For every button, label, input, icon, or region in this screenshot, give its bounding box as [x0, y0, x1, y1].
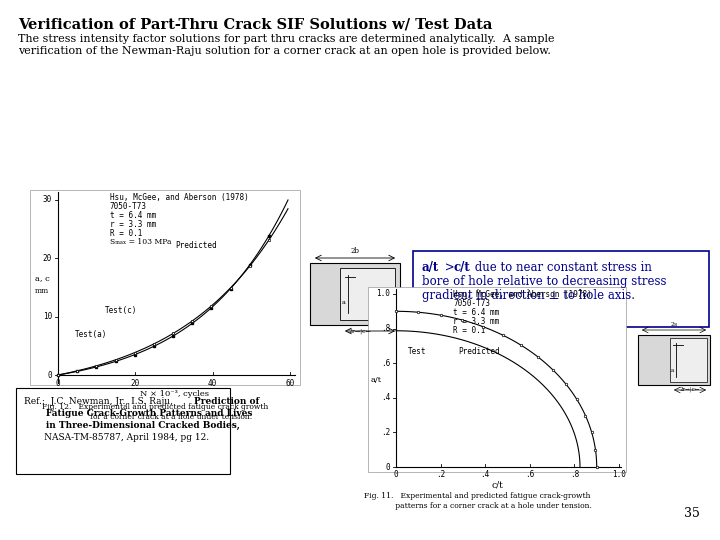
Text: for a corner crack at a hole under tension.: for a corner crack at a hole under tensi…	[58, 413, 253, 421]
Text: a: a	[670, 368, 674, 373]
Text: Predicted: Predicted	[458, 347, 500, 356]
Text: 2r→|c←: 2r→|c←	[348, 328, 372, 334]
Text: c/t: c/t	[491, 480, 503, 489]
Text: >: >	[441, 261, 459, 274]
Text: in Three-Dimensional Cracked Bodies,: in Three-Dimensional Cracked Bodies,	[24, 421, 240, 430]
Text: 2r→|c←: 2r→|c←	[680, 387, 700, 393]
Text: Fig. 11.   Experimental and predicted fatigue crack-growth: Fig. 11. Experimental and predicted fati…	[364, 492, 590, 500]
Text: 1.0: 1.0	[612, 470, 626, 479]
Text: 35: 35	[684, 507, 700, 520]
Text: patterns for a corner crack at a hole under tension.: patterns for a corner crack at a hole un…	[362, 502, 592, 510]
Text: 2s: 2s	[670, 322, 678, 327]
Text: 10: 10	[42, 312, 52, 321]
Text: 0: 0	[394, 470, 398, 479]
Text: 7050-T73: 7050-T73	[453, 299, 490, 308]
Bar	[670, 338, 707, 382]
Bar	[638, 335, 710, 385]
Text: Test(a): Test(a)	[75, 330, 107, 340]
Text: bore of hole relative to decreasing stress: bore of hole relative to decreasing stre…	[422, 275, 667, 288]
Text: 0: 0	[48, 370, 52, 380]
Text: R = 0.1: R = 0.1	[110, 229, 143, 238]
Text: 30: 30	[42, 195, 52, 205]
Text: 60: 60	[285, 379, 294, 388]
Text: Fig. 12.   Experimental and predicted fatigue crack growth: Fig. 12. Experimental and predicted fati…	[42, 403, 268, 411]
Text: .4: .4	[480, 470, 490, 479]
Bar	[310, 263, 400, 325]
Text: a: a	[342, 300, 346, 306]
Bar	[30, 190, 300, 385]
Bar	[340, 268, 395, 320]
Text: a, c: a, c	[35, 274, 50, 282]
Text: .6: .6	[381, 359, 390, 368]
Text: 1.0: 1.0	[376, 289, 390, 299]
Text: a/t: a/t	[422, 261, 439, 274]
FancyBboxPatch shape	[413, 251, 709, 327]
Text: r = 3.3 mm: r = 3.3 mm	[453, 317, 499, 326]
Text: The stress intensity factor solutions for part thru cracks are determined analyt: The stress intensity factor solutions fo…	[18, 34, 554, 44]
Text: Predicted: Predicted	[175, 240, 217, 249]
Text: t = 6.4 mm: t = 6.4 mm	[453, 308, 499, 317]
Text: Hsu, McGee, and Aberson (1978): Hsu, McGee, and Aberson (1978)	[110, 193, 248, 202]
Text: Prediction of: Prediction of	[194, 397, 259, 406]
Text: 20: 20	[131, 379, 140, 388]
Text: Test(c): Test(c)	[105, 306, 138, 314]
Text: .2: .2	[436, 470, 445, 479]
Text: a/t: a/t	[371, 376, 382, 384]
Text: .6: .6	[525, 470, 534, 479]
Text: Ref.:  J.C. Newman, Jr., I.S. Raju,: Ref.: J.C. Newman, Jr., I.S. Raju,	[24, 397, 176, 406]
Text: 7050-T73: 7050-T73	[110, 202, 147, 211]
Text: 40: 40	[208, 379, 217, 388]
Text: c/t: c/t	[453, 261, 469, 274]
FancyBboxPatch shape	[16, 388, 230, 474]
Text: t = 6.4 mm: t = 6.4 mm	[110, 211, 156, 220]
Text: Test: Test	[408, 347, 426, 356]
Text: gradient in direction ⊥ to hole axis.: gradient in direction ⊥ to hole axis.	[422, 289, 635, 302]
Text: Hsu, McGee, and Aberson (1978): Hsu, McGee, and Aberson (1978)	[453, 290, 592, 299]
Text: Verification of Part-Thru Crack SIF Solutions w/ Test Data: Verification of Part-Thru Crack SIF Solu…	[18, 17, 492, 31]
Text: .4: .4	[381, 393, 390, 402]
Text: r = 3.3 mm: r = 3.3 mm	[110, 220, 156, 229]
Text: .8: .8	[570, 470, 579, 479]
Text: Sₘₐₓ = 103 MPa: Sₘₐₓ = 103 MPa	[110, 238, 171, 246]
Text: N × 10⁻³, cycles: N × 10⁻³, cycles	[140, 390, 210, 398]
Bar	[368, 287, 626, 472]
Text: 0: 0	[55, 379, 60, 388]
Text: 20: 20	[42, 254, 52, 263]
Text: .8: .8	[381, 324, 390, 333]
Text: due to near constant stress in: due to near constant stress in	[471, 261, 652, 274]
Text: Fatigue Crack-Growth Patterns and Lives: Fatigue Crack-Growth Patterns and Lives	[24, 409, 253, 418]
Text: 0: 0	[385, 462, 390, 471]
Text: verification of the Newman-Raju solution for a corner crack at an open hole is p: verification of the Newman-Raju solution…	[18, 46, 551, 56]
Text: 2b: 2b	[351, 247, 359, 255]
Text: .2: .2	[381, 428, 390, 437]
Text: NASA-TM-85787, April 1984, pg 12.: NASA-TM-85787, April 1984, pg 12.	[24, 433, 209, 442]
Text: R = 0.1: R = 0.1	[453, 326, 485, 335]
Text: mm: mm	[35, 287, 49, 295]
